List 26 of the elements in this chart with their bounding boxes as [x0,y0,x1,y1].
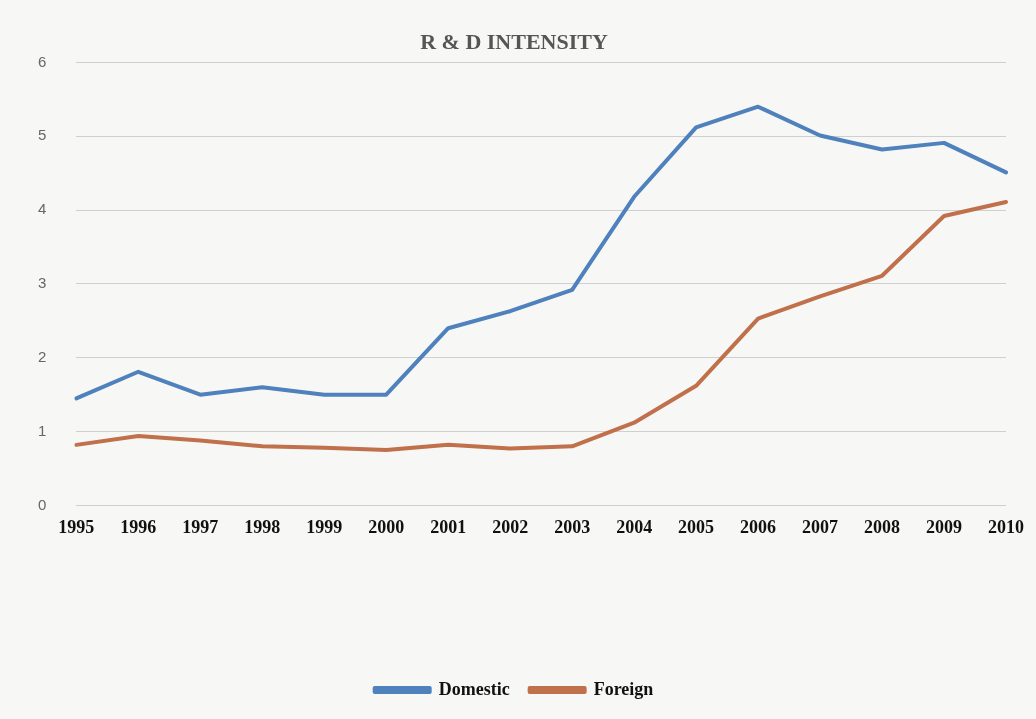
x-tick-label: 1998 [244,516,281,537]
y-tick-label: 3 [38,274,47,292]
y-tick-label: 5 [38,126,47,144]
x-tick-label: 2000 [368,516,405,537]
x-tick-label: 1996 [120,516,157,537]
y-tick-label: 4 [38,200,47,218]
x-tick-label: 2008 [864,516,901,537]
y-tick-label: 6 [38,52,47,70]
x-tick-label: 2010 [988,516,1024,537]
y-tick-label: 0 [38,495,47,513]
x-tick-label: 1999 [306,516,343,537]
x-tick-label: 1997 [182,516,219,537]
x-tick-label: 2004 [616,516,653,537]
legend-label: Foreign [593,678,654,699]
x-tick-label: 2006 [740,516,777,537]
x-tick-label: 2001 [430,516,467,537]
x-tick-label: 2003 [554,516,591,537]
y-tick-label: 2 [38,347,47,365]
x-tick-label: 2009 [926,516,963,537]
legend-label: Domestic [438,678,510,699]
x-tick-label: 1995 [58,516,95,537]
x-tick-label: 2007 [802,516,839,537]
x-tick-label: 2005 [678,516,715,537]
y-tick-label: 1 [38,421,47,439]
chart-title: R & D INTENSITY [420,28,608,54]
x-tick-label: 2002 [492,516,529,537]
